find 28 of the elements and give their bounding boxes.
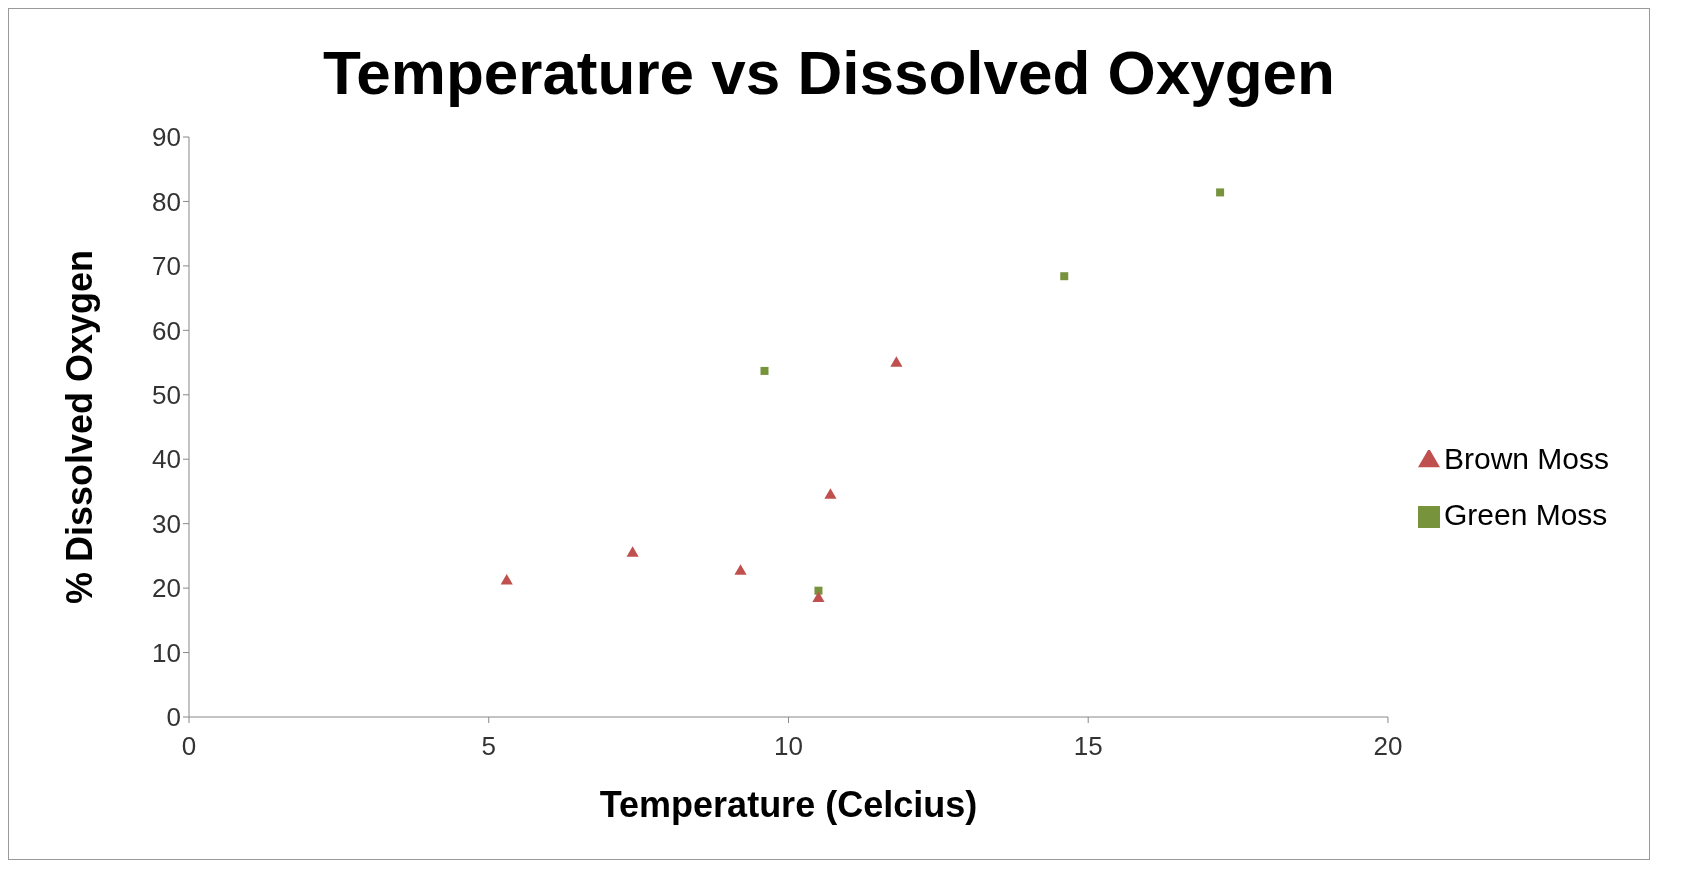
y-tick-label: 30	[152, 508, 181, 539]
point	[760, 366, 769, 375]
x-axis-title: Temperature (Celcius)	[599, 784, 978, 825]
y-tick-label: 20	[152, 573, 181, 604]
y-tick-label: 40	[152, 444, 181, 475]
y-tick-label: 0	[166, 702, 181, 733]
y-tick-label: 50	[152, 380, 181, 411]
y-tick-label: 80	[152, 186, 181, 217]
y-axis-title: % Dissolved Oxygen	[58, 249, 100, 605]
y-tick-label: 60	[152, 315, 181, 346]
legend-label: Green Moss	[1443, 498, 1608, 531]
point	[890, 356, 903, 367]
point	[500, 574, 513, 585]
x-tick-label: 15	[1073, 731, 1103, 762]
y-tick-label: 70	[152, 251, 181, 282]
point	[812, 591, 825, 602]
x-tick-label: 20	[1373, 731, 1403, 762]
y-tick-label: 10	[152, 637, 181, 668]
x-tick-label: 10	[774, 731, 803, 762]
chart-title: Temperature vs Dissolved Oxygen	[322, 37, 1336, 109]
x-tick-label: 5	[481, 731, 496, 762]
legend-label: Brown Moss	[1443, 442, 1609, 475]
point	[734, 564, 747, 575]
y-tick-label: 90	[152, 122, 181, 153]
point	[824, 488, 837, 499]
point	[626, 546, 639, 557]
point	[1060, 272, 1069, 281]
point	[1216, 188, 1225, 197]
